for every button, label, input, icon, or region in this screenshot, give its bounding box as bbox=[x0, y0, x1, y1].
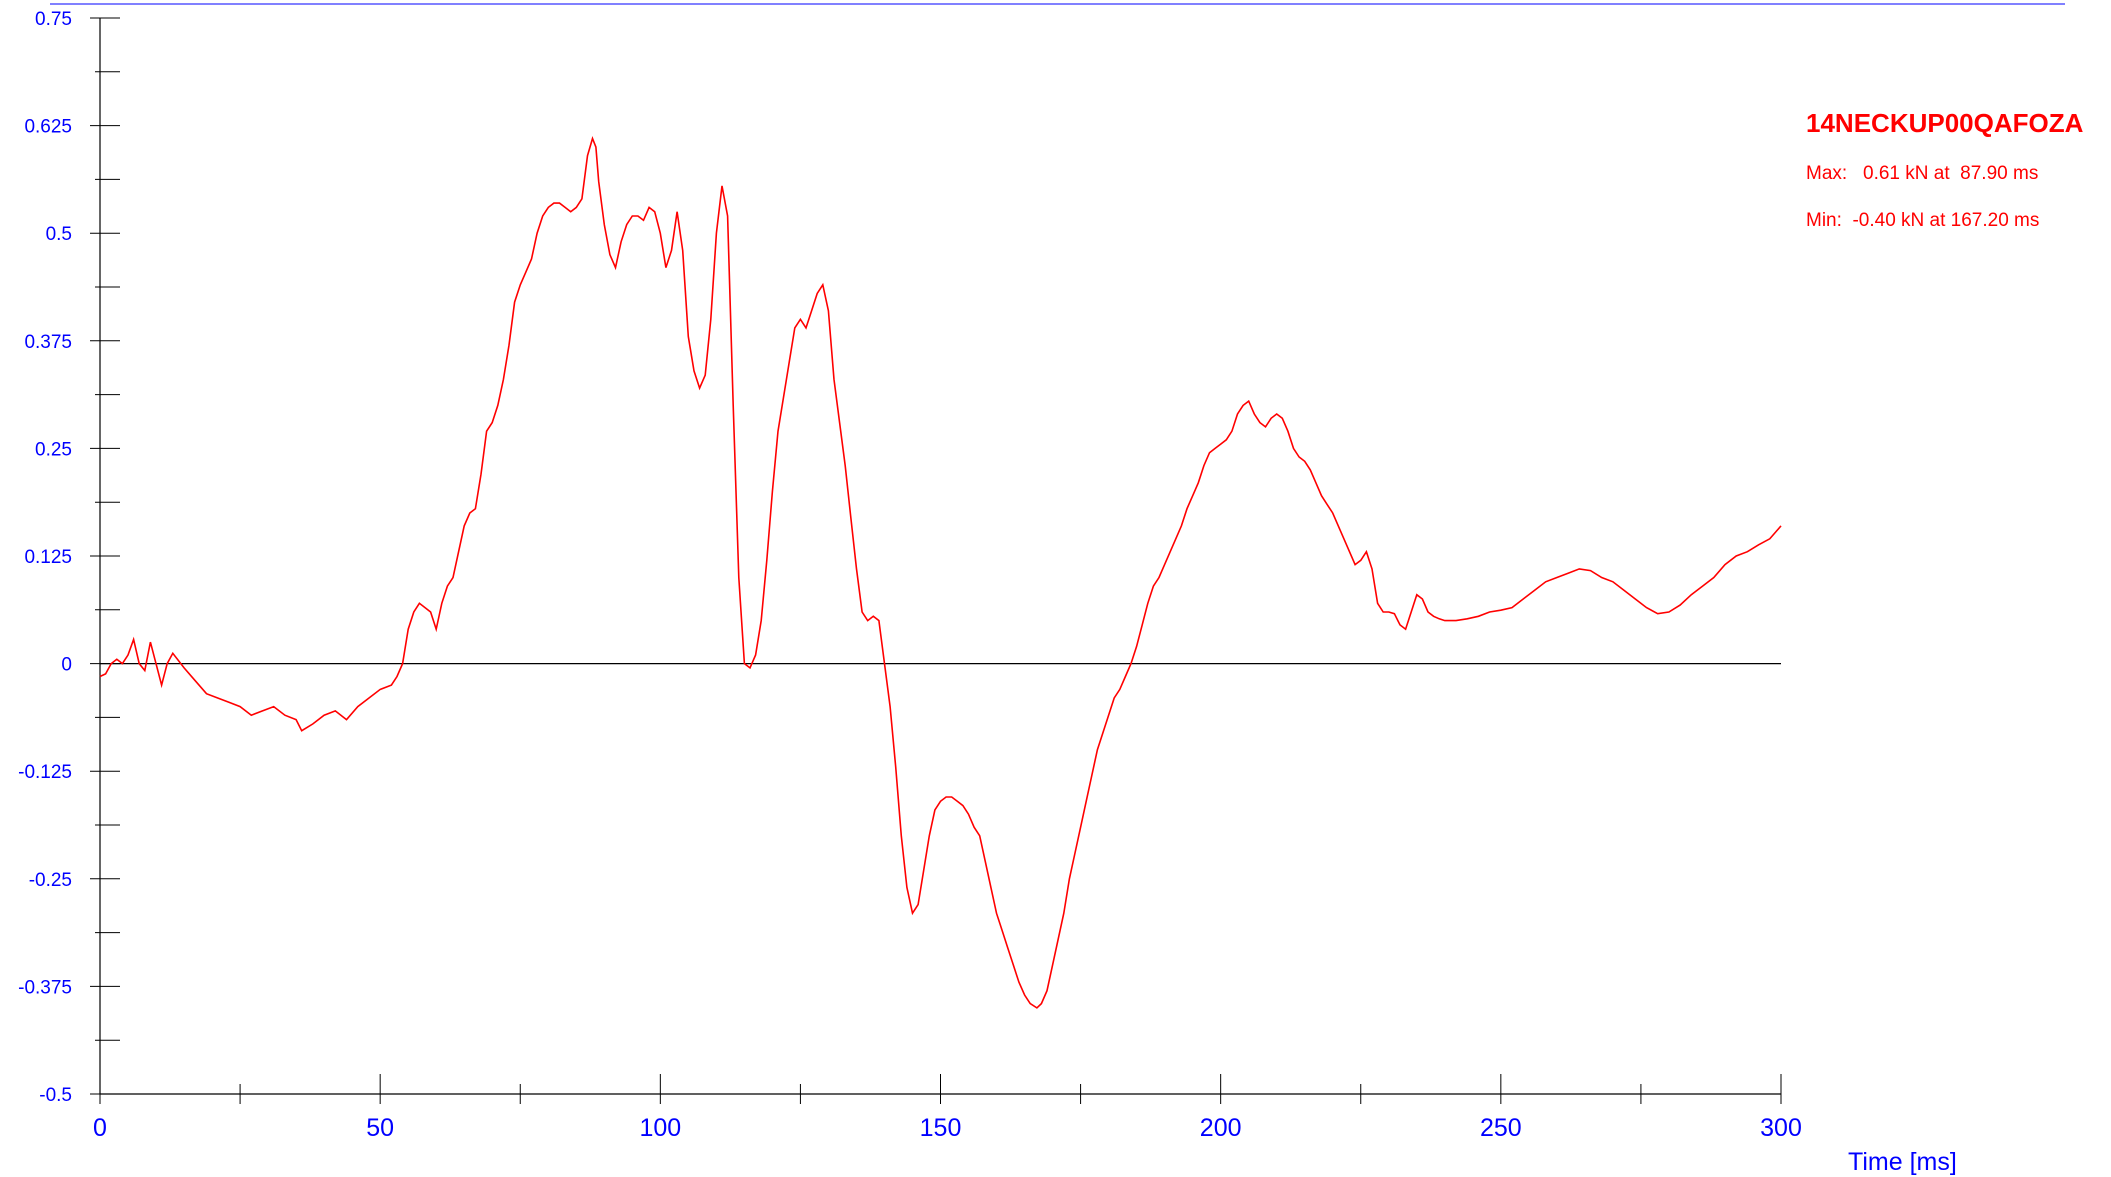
x-tick-label: 200 bbox=[1200, 1114, 1242, 1142]
x-tick-label: 250 bbox=[1480, 1114, 1522, 1142]
y-tick-label: 0.125 bbox=[24, 547, 72, 568]
x-tick-label: 150 bbox=[920, 1114, 962, 1142]
y-tick-label: 0.375 bbox=[24, 332, 72, 353]
x-tick-label: 0 bbox=[93, 1114, 107, 1142]
y-tick-label: 0 bbox=[61, 655, 72, 676]
y-axis: 0.75 0.625 0.5 0.375 0.25 0.125 0 -0.125 -0.25 -0… bbox=[18, 9, 120, 1106]
y-tick-label: 0.625 bbox=[24, 117, 72, 138]
x-axis: 0 50 100 150 200 250 300 bbox=[93, 1074, 1802, 1142]
y-tick-label: -0.5 bbox=[39, 1085, 72, 1106]
x-tick-label: 100 bbox=[639, 1114, 681, 1142]
y-tick-label: 0.25 bbox=[35, 439, 72, 460]
x-tick-label: 50 bbox=[366, 1114, 394, 1142]
y-tick-label: 0.5 bbox=[46, 224, 72, 245]
legend-series-name: 14NECKUP00QAFOZA bbox=[1806, 108, 2084, 138]
y-tick-label: -0.125 bbox=[18, 762, 72, 783]
series-line bbox=[99, 136, 1782, 1009]
legend-min-stat: Min: -0.40 kN at 167.20 ms bbox=[1806, 210, 2039, 231]
y-tick-label: -0.25 bbox=[29, 870, 72, 891]
x-axis-label: Time [ms] bbox=[1848, 1148, 1957, 1176]
legend-max-stat: Max: 0.61 kN at 87.90 ms bbox=[1806, 163, 2038, 184]
y-tick-label: -0.375 bbox=[18, 977, 72, 998]
y-tick-label: 0.75 bbox=[35, 9, 72, 30]
x-tick-label: 300 bbox=[1760, 1114, 1802, 1142]
